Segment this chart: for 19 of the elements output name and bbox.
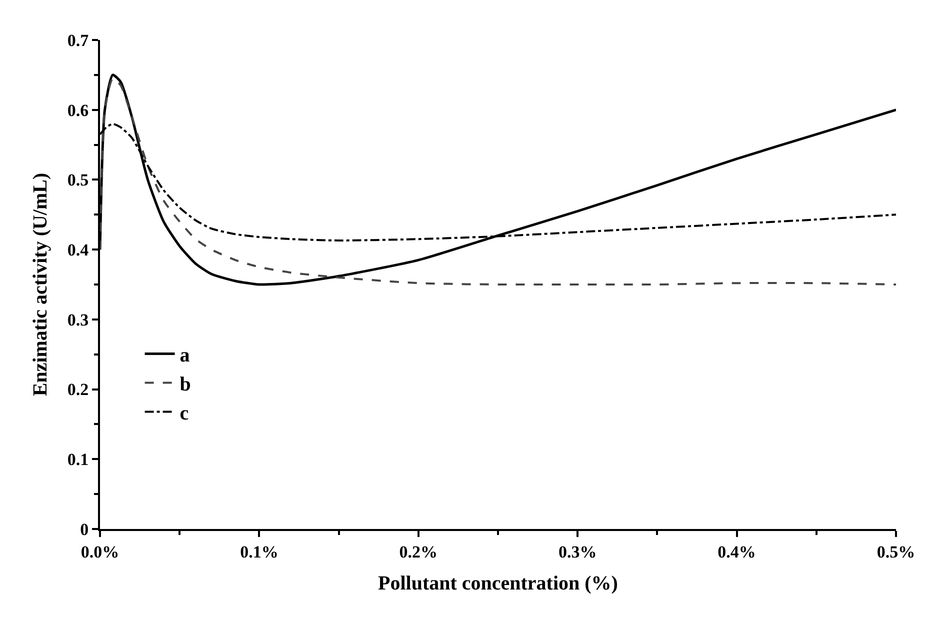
x-axis-title: Pollutant concentration (%) xyxy=(378,572,618,594)
x-tick-label: 0.5% xyxy=(876,542,916,562)
y-axis-title: Enzimatic activity (U/mL) xyxy=(29,172,52,396)
y-tick-label: 0.2 xyxy=(67,380,89,400)
x-tick-label: 0.1% xyxy=(240,542,278,562)
legend-label: c xyxy=(180,402,189,424)
y-tick-label: 0.7 xyxy=(67,30,90,50)
x-tick-label: 0.4% xyxy=(718,542,756,562)
y-tick-label: 0.6 xyxy=(67,100,89,120)
legend-label: a xyxy=(180,344,190,366)
x-tick-label: 0.0% xyxy=(80,542,120,562)
y-tick-label: 0.1 xyxy=(67,450,89,470)
legend-label: b xyxy=(180,374,191,396)
y-tick-label: 0.3 xyxy=(67,310,89,330)
y-tick-label: 0.4 xyxy=(67,240,90,260)
y-tick-label: 0.5 xyxy=(67,170,89,190)
x-tick-label: 0.3% xyxy=(558,542,597,562)
y-tick-label: 0 xyxy=(80,520,89,539)
x-tick-label: 0.2% xyxy=(399,542,438,562)
